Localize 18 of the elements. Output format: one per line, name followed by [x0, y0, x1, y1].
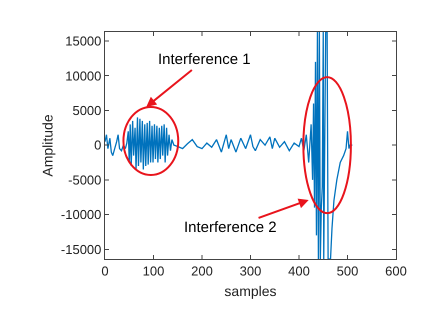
- y-tick-label: -10000: [60, 207, 102, 222]
- x-tick-label: 100: [142, 264, 164, 279]
- y-tick-label: 10000: [65, 68, 102, 84]
- x-tick-label: 500: [336, 264, 358, 279]
- x-tick-label: 200: [191, 264, 213, 279]
- y-tick-label: -15000: [60, 242, 102, 257]
- x-axis-title: samples: [224, 282, 277, 299]
- annotation: Interference 1: [158, 51, 251, 68]
- y-tick-label: 15000: [65, 34, 102, 49]
- line-series: [105, 32, 353, 259]
- x-tick-label: 600: [385, 264, 407, 279]
- y-tick-label: 0: [94, 138, 102, 153]
- annotation: Interference 2: [184, 219, 277, 236]
- x-tick-label: 300: [240, 264, 262, 279]
- x-tick-label: 400: [288, 264, 310, 279]
- y-tick-label: -5000: [68, 172, 102, 188]
- y-axis-title: Amplitude: [40, 114, 56, 177]
- y-tick-label: 5000: [72, 102, 102, 118]
